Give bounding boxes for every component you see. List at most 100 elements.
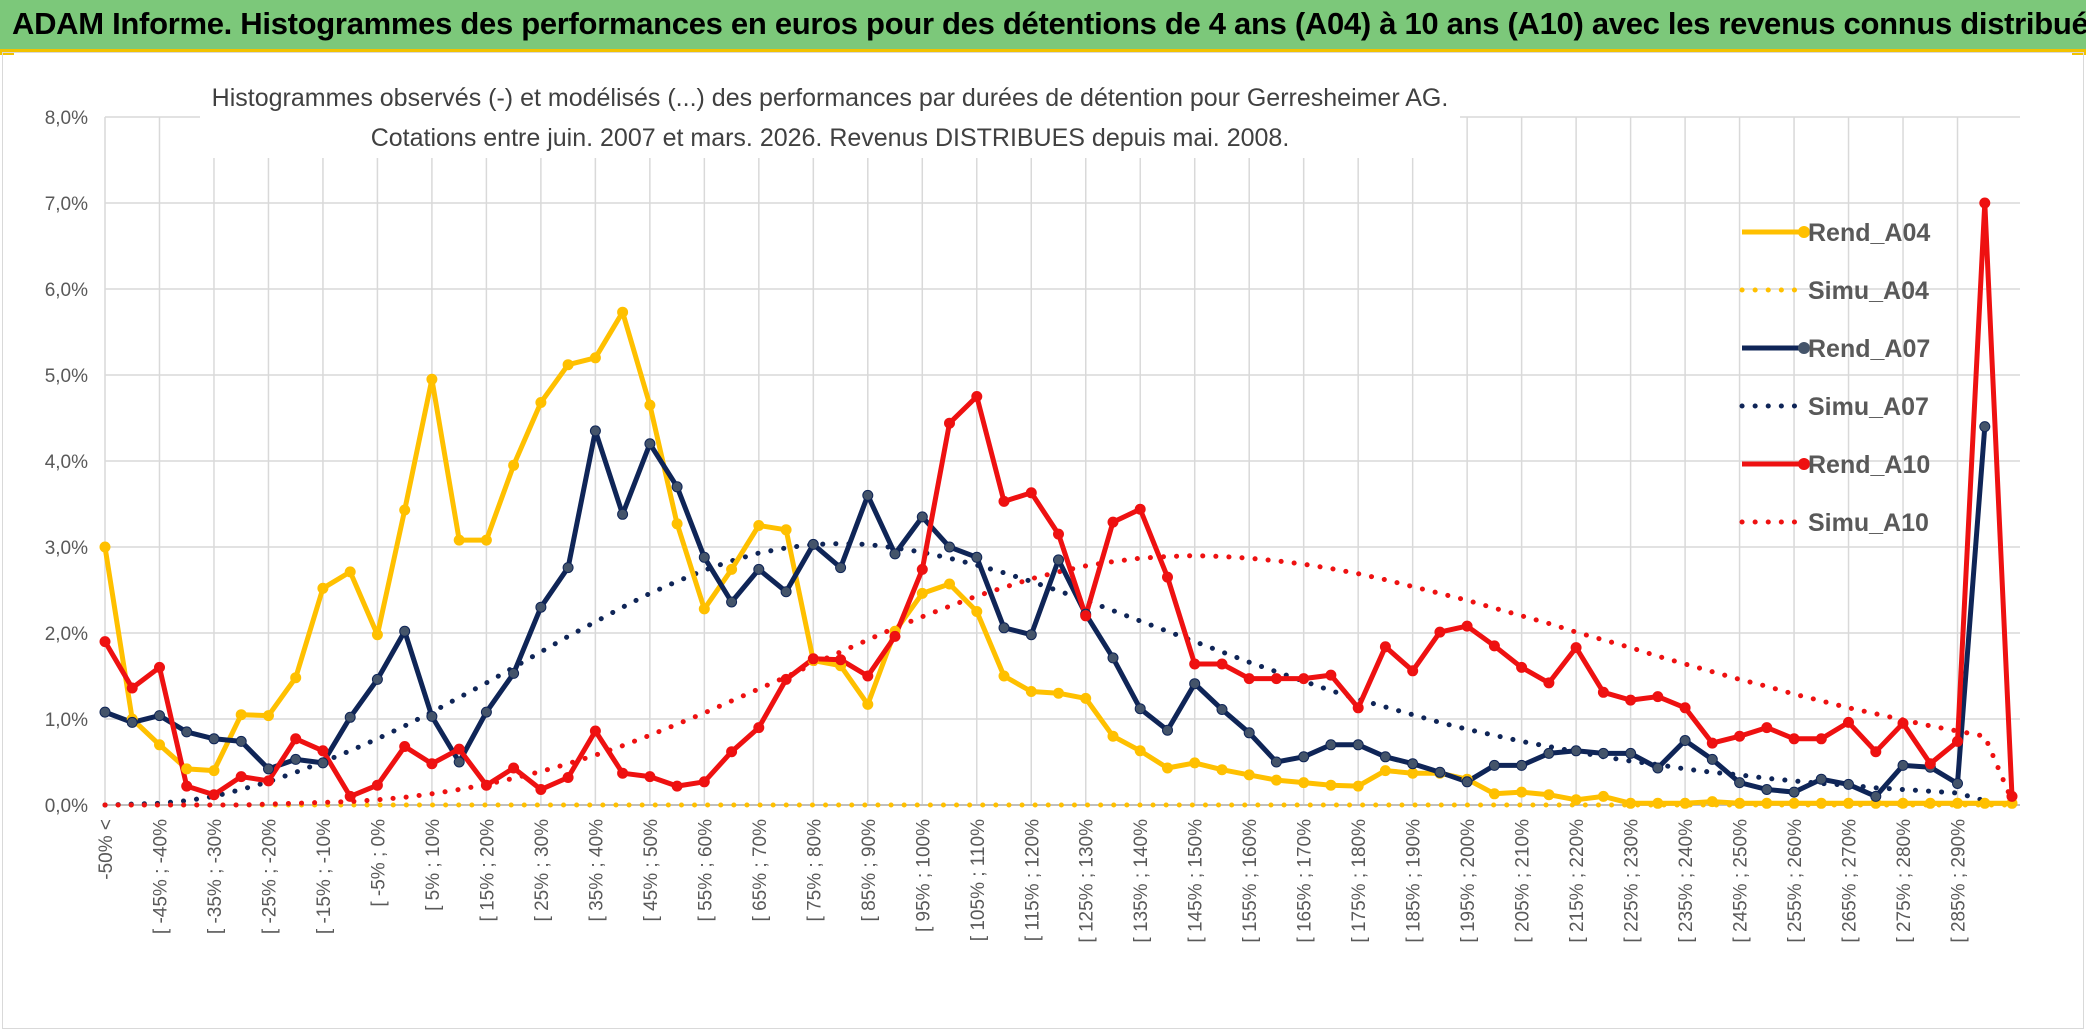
- rend-a10-point: [426, 758, 438, 770]
- rend-a10-point: [726, 746, 738, 758]
- rend-a04-point: [154, 739, 165, 751]
- rend-a10-point: [1815, 733, 1827, 745]
- rend-a10-point: [1025, 487, 1037, 499]
- x-tick-label: [ 155% ; 160%: [1240, 819, 1261, 943]
- legend-item: Simu_A10: [1739, 509, 1929, 537]
- legend-label: Simu_A10: [1808, 509, 1929, 537]
- rend-a10-point: [1053, 528, 1064, 540]
- rend-a07-point: [535, 601, 547, 613]
- rend-a07-point: [1270, 756, 1282, 768]
- rend-a10-point: [1488, 640, 1500, 652]
- rend-a07-point: [1897, 759, 1909, 771]
- rend-a07-point: [1325, 739, 1337, 751]
- rend-a07-point: [1025, 629, 1037, 641]
- rend-a04-point: [1053, 687, 1064, 699]
- rend-a04-point: [644, 399, 656, 411]
- x-tick-label: [ 35% ; 40%: [586, 819, 607, 922]
- simu-a10-line: [102, 553, 2015, 808]
- rend-a10-point: [698, 776, 710, 788]
- legend-item: Rend_A04: [1742, 219, 1930, 247]
- rend-a04-point: [916, 587, 928, 599]
- rend-a07-point: [480, 706, 492, 718]
- chart-series: [99, 197, 2018, 809]
- x-tick-label: [ -5% ; 0%: [368, 819, 389, 907]
- rend-a07-point: [371, 673, 383, 685]
- legend-marker: [1798, 226, 1810, 238]
- rend-a07-point: [889, 548, 901, 560]
- rend-a10-point: [807, 653, 819, 665]
- rend-a10-point: [998, 495, 1010, 507]
- rend-a07-point: [1652, 762, 1664, 774]
- rend-a07-point: [835, 562, 847, 574]
- x-tick-label: [ 125% ; 130%: [1077, 819, 1098, 943]
- rend-a10-point: [971, 391, 983, 402]
- simu-a07-line: [102, 541, 1988, 808]
- rend-a04-point: [589, 352, 601, 364]
- rend-a04-point: [1543, 789, 1555, 801]
- x-tick-label: [ 55% ; 60%: [695, 819, 716, 922]
- rend-a04-point: [617, 306, 629, 318]
- rend-a10-point: [1788, 733, 1800, 745]
- rend-a04-point: [1379, 765, 1391, 777]
- x-tick-label: [ 215% ; 220%: [1567, 819, 1588, 943]
- rend-a04-point: [1924, 797, 1936, 809]
- rend-a10-point: [99, 636, 111, 648]
- rend-a04-point: [480, 534, 492, 546]
- rend-a10-point: [1652, 691, 1664, 703]
- x-tick-label: [ 175% ; 180%: [1349, 819, 1370, 943]
- rend-a10-point: [371, 779, 383, 791]
- rend-a04-point: [235, 709, 247, 721]
- rend-a04-point: [944, 578, 955, 590]
- rend-a10-point: [1216, 658, 1228, 670]
- rend-a04-point: [99, 541, 111, 553]
- x-axis: -50% < [ -45% ; -40% [ -35% ; -30% [ -25% ;…: [96, 819, 1970, 943]
- rend-a07-point: [508, 667, 520, 679]
- banner-title: ADAM Informe. Histogrammes des performan…: [12, 6, 2086, 41]
- rend-a10-point: [1761, 722, 1773, 734]
- rend-a07-point: [617, 508, 629, 520]
- rend-a10-point: [889, 630, 901, 642]
- rend-a10-point: [1107, 516, 1119, 528]
- x-tick-label: [ 75% ; 80%: [804, 819, 825, 922]
- legend-label: Simu_A04: [1808, 277, 1929, 305]
- chart-title-line2: Cotations entre juin. 2007 et mars. 2026…: [371, 124, 1290, 152]
- rend-a07-point: [426, 710, 438, 722]
- legend-item: Rend_A07: [1742, 335, 1930, 363]
- rend-a10-point: [1979, 197, 1991, 209]
- rend-a04-point: [753, 520, 765, 531]
- rend-a07-point: [1625, 747, 1637, 759]
- x-tick-label: [ 205% ; 210%: [1513, 819, 1534, 943]
- rend-a07-point: [1216, 704, 1228, 715]
- legend-item: Simu_A07: [1739, 393, 1929, 421]
- rend-a04-point: [1080, 692, 1092, 704]
- rend-a04-point: [971, 606, 983, 617]
- rend-a10-point: [535, 784, 547, 795]
- rend-a10-line: [102, 200, 2015, 799]
- rend-a07-point: [944, 541, 955, 553]
- rend-a07-point: [698, 551, 710, 563]
- rend-a07-point: [1952, 778, 1963, 789]
- x-tick-label: [ 105% ; 110%: [968, 819, 989, 941]
- rend-a07-point: [1379, 751, 1391, 763]
- rend-a07-point: [1488, 759, 1500, 771]
- rend-a10-point: [154, 661, 165, 673]
- rend-a04-point: [1189, 757, 1201, 769]
- rend-a07-point: [1407, 758, 1419, 770]
- x-tick-label: [ -45% ; -40%: [150, 819, 171, 934]
- rend-a07-point: [235, 735, 247, 747]
- x-tick-label: [ 45% ; 50%: [641, 819, 662, 922]
- rend-a07-point: [290, 753, 302, 765]
- rend-a04-point: [1325, 779, 1337, 791]
- rend-a04-point: [1243, 769, 1255, 781]
- rend-a04-point: [1597, 790, 1609, 802]
- y-tick-label: 3,0%: [45, 538, 88, 559]
- title-banner: ADAM Informe. Histogrammes des performan…: [0, 0, 2086, 52]
- rend-a07-point: [263, 763, 274, 775]
- rend-a04-point: [562, 359, 574, 371]
- rend-a10-point: [1379, 641, 1391, 653]
- rend-a07-point: [1189, 678, 1201, 690]
- chart-frame: [2, 52, 2084, 1029]
- x-tick-label: [ -35% ; -30%: [205, 819, 226, 934]
- x-tick-label: [ 275% ; 280%: [1894, 819, 1915, 943]
- rend-a10-point: [944, 417, 955, 429]
